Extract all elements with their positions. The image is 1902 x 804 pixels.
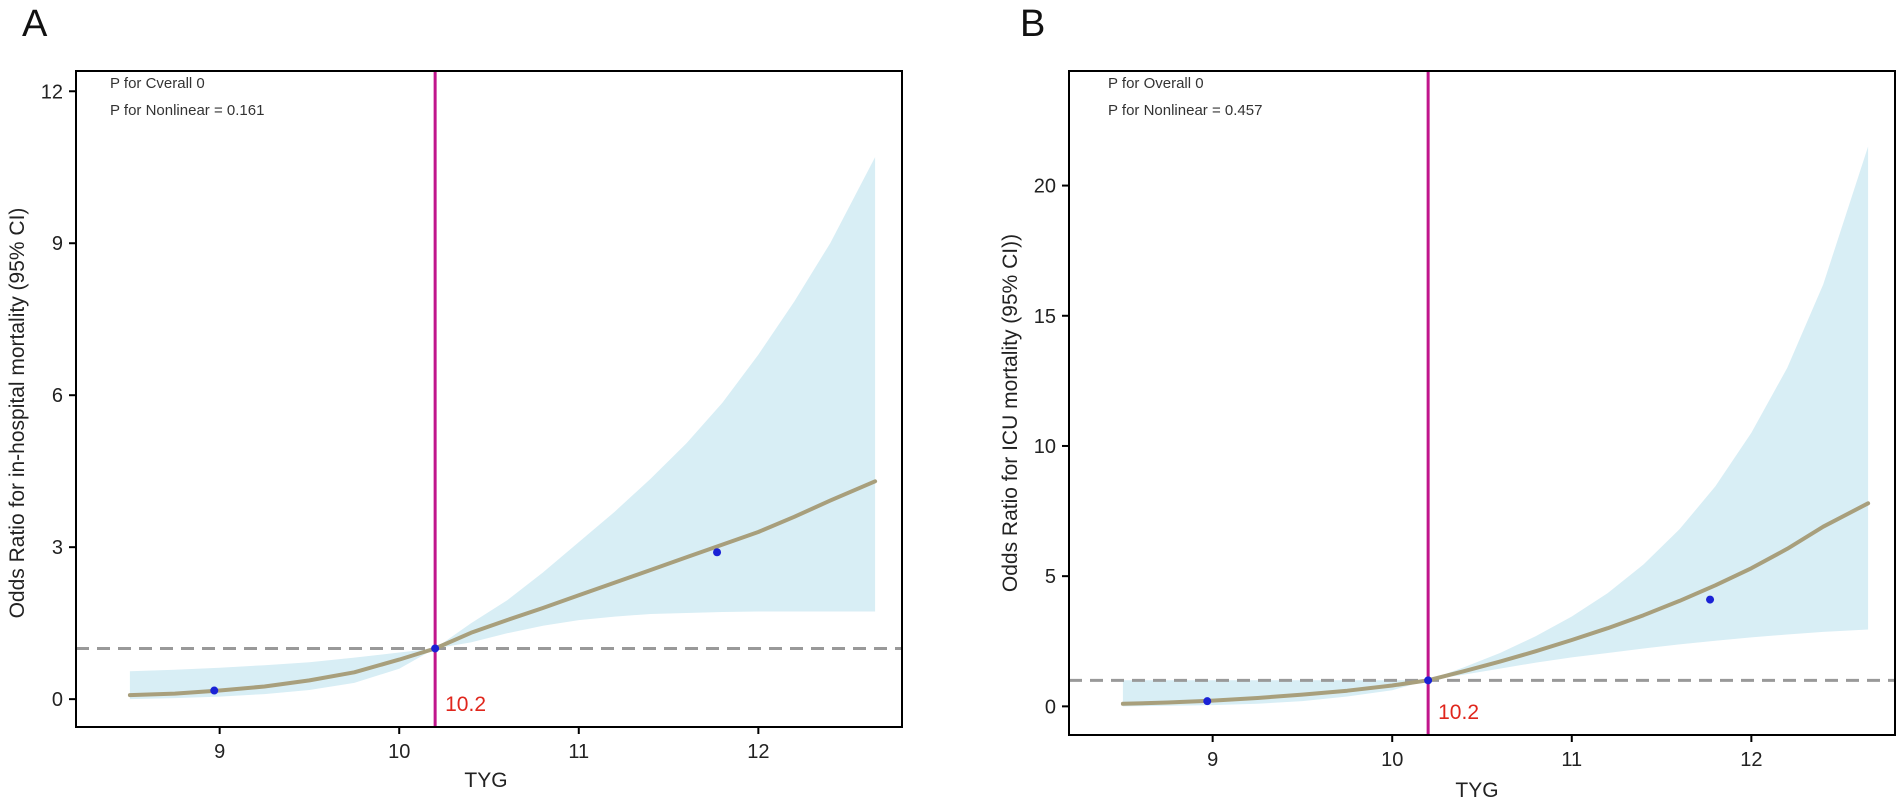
panel-b-x-axis-title: TYG (1455, 779, 1498, 802)
panel-b-x-tick-label-2: 11 (1561, 749, 1582, 771)
panel-b-marker-point-1 (1424, 676, 1433, 685)
panel-b-plot-frame (1068, 70, 1896, 736)
panel-b-p-overall: P for Overall 0 (1108, 75, 1204, 92)
panel-a-marker-point-1 (431, 644, 440, 653)
panel-a-ci-band (129, 157, 876, 700)
panel-a-x-axis-title: TYG (464, 769, 507, 792)
panel-a: A 10.2 9 10 11 12 0 3 6 9 12 P for Cverall 0 P fo… (6, 3, 903, 792)
panel-a-cutoff-label: 10.2 (445, 693, 486, 716)
panel-b-y-tick-label-1: 5 (1045, 566, 1056, 588)
panel-a-p-nonlinear: P for Nonlinear = 0.161 (110, 102, 264, 119)
panel-a-x-tick-label-2: 11 (568, 741, 589, 763)
panel-b-odds-ratio-curve (1120, 501, 1871, 706)
panel-a-y-tick-label-0: 0 (52, 689, 63, 711)
panel-b-y-tick-label-0: 0 (1045, 696, 1056, 718)
panel-a-marker-point-2 (713, 548, 722, 557)
panel-a-x-tick-label-0: 9 (214, 741, 225, 763)
panel-a-x-tick-label-1: 10 (388, 741, 410, 763)
panel-a-x-tick-label-3: 12 (747, 741, 769, 763)
panel-b-p-nonlinear: P for Nonlinear = 0.457 (1108, 102, 1262, 119)
panel-b-x-tick-label-3: 12 (1740, 749, 1762, 771)
panel-a-y-tick-label-3: 9 (52, 233, 63, 255)
panel-b: B 10.2 9 10 11 12 0 5 10 15 20 P for Overall 0 P … (999, 3, 1896, 802)
panel-b-plot-area: 10.2 9 10 11 12 0 5 10 15 20 (1034, 70, 1896, 771)
panel-a-plot-frame (75, 70, 903, 728)
panel-a-y-tick-label-2: 6 (52, 385, 63, 407)
panel-b-ci-band (1122, 146, 1869, 707)
panel-b-cutoff-label: 10.2 (1438, 701, 1479, 724)
panel-a-p-overall: P for Cverall 0 (110, 75, 205, 92)
panel-b-marker-point-2 (1706, 595, 1715, 604)
panel-b-marker-point-0 (1203, 697, 1212, 706)
panel-a-y-tick-label-1: 3 (52, 537, 63, 559)
panel-b-x-tick-label-0: 9 (1207, 749, 1218, 771)
panel-b-y-tick-label-2: 10 (1034, 436, 1056, 458)
panel-b-x-tick-label-1: 10 (1381, 749, 1403, 771)
panel-a-odds-ratio-curve (127, 479, 878, 698)
panel-a-plot-area: 10.2 9 10 11 12 0 3 6 9 12 (41, 70, 903, 763)
panel-b-y-tick-label-4: 20 (1034, 176, 1056, 198)
panel-b-y-tick-label-3: 15 (1034, 306, 1056, 328)
panel-b-letter: B (1020, 3, 1045, 45)
panel-a-y-tick-label-4: 12 (41, 81, 63, 103)
panel-b-y-axis-title: Odds Ratio for ICU mortality (95% CI)) (999, 234, 1022, 592)
panel-a-letter: A (22, 3, 48, 45)
panel-a-y-axis-title: Odds Ratio for in-hospital mortality (95… (6, 208, 29, 619)
panel-a-marker-point-0 (210, 686, 219, 695)
